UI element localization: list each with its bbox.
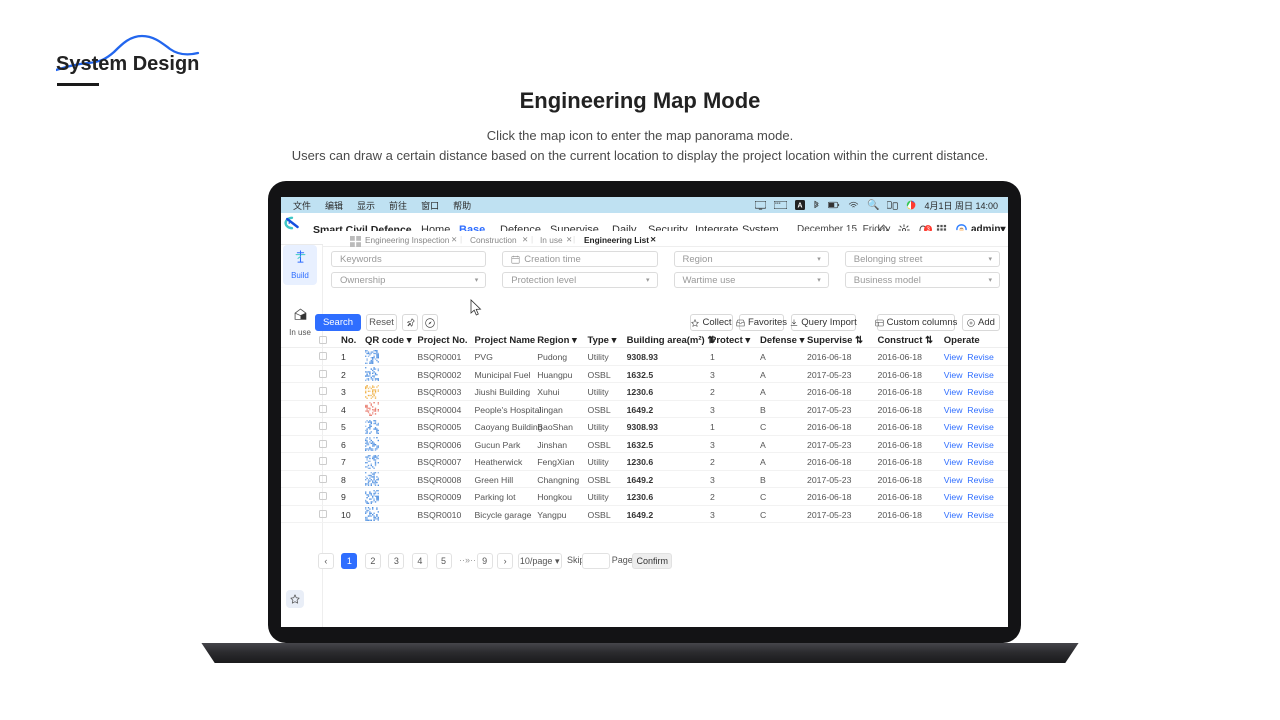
svg-text:A: A <box>798 203 803 210</box>
